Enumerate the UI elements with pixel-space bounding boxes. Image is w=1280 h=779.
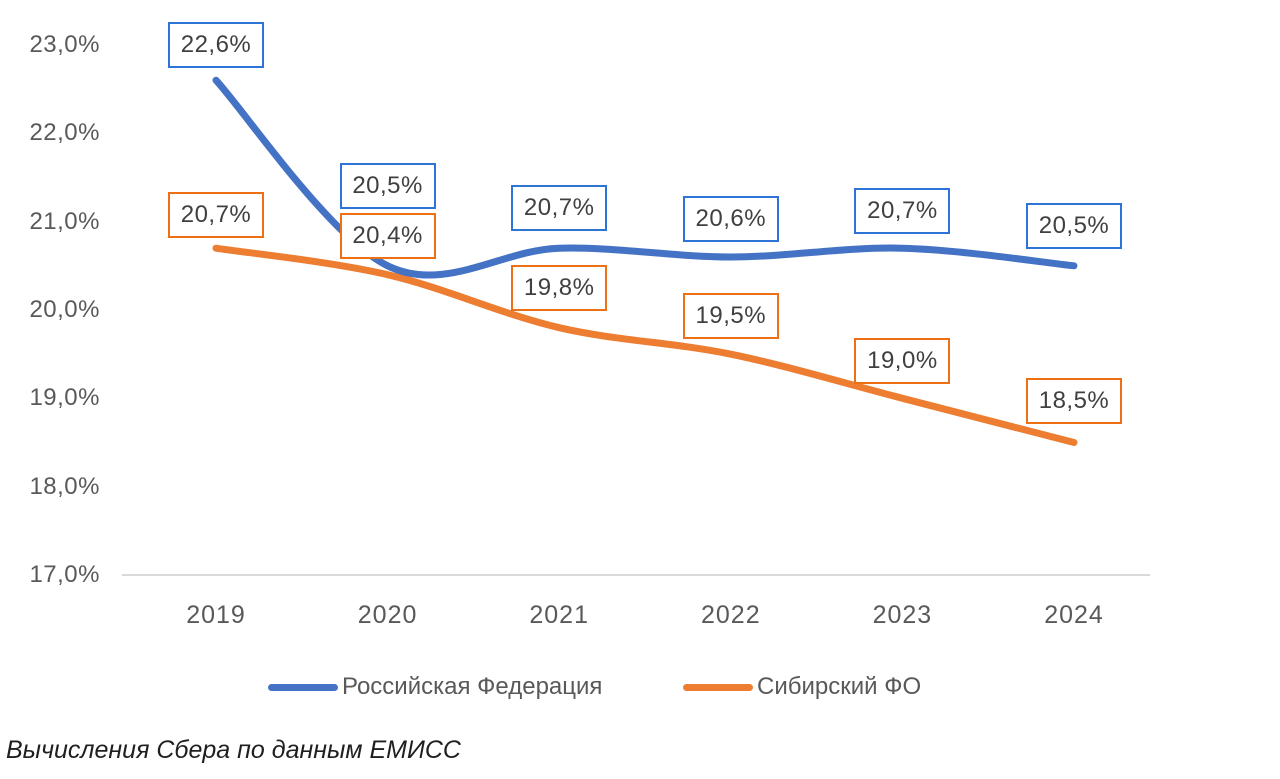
legend-line-marker-sfo	[683, 683, 753, 691]
legend-item-rf: Российская Федерация	[268, 671, 602, 703]
data-label-rf-2024: 20,5%	[1026, 202, 1122, 249]
series-line-sfo	[212, 244, 1078, 446]
y-tick-label: 18,0%	[29, 472, 100, 500]
data-label-sfo-2019: 20,7%	[168, 192, 264, 239]
legend-line-marker-rf	[268, 683, 338, 691]
legend-item-sfo: Сибирский ФО	[683, 671, 921, 703]
x-tick-label: 2022	[700, 601, 761, 629]
y-tick-label: 23,0%	[29, 31, 100, 58]
legend-label: Российская Федерация	[342, 673, 603, 700]
data-label-sfo-2024: 18,5%	[1026, 377, 1122, 424]
x-tick-label: 2024	[1044, 601, 1104, 629]
x-tick-label: 2020	[357, 601, 418, 629]
data-label-sfo-2022: 19,5%	[682, 293, 779, 340]
chart-source-note: Вычисления Сбера по данным ЕМИСС	[6, 736, 461, 764]
data-label-rf-2022: 20,6%	[682, 196, 779, 242]
data-label-rf-2020: 20,5%	[339, 162, 436, 209]
data-label-rf-2023: 20,7%	[854, 188, 951, 235]
data-label-sfo-2020: 20,4%	[339, 212, 436, 259]
data-label-rf-2019: 22,6%	[168, 22, 264, 69]
data-label-sfo-2023: 19,0%	[854, 338, 951, 385]
legend-label: Сибирский ФО	[757, 673, 922, 700]
x-tick-label: 2019	[186, 601, 246, 629]
x-tick-label: 2021	[529, 601, 589, 629]
y-tick-label: 17,0%	[29, 561, 100, 588]
y-tick-label: 22,0%	[29, 119, 100, 147]
data-label-rf-2021: 20,7%	[511, 185, 608, 232]
y-tick-label: 19,0%	[29, 384, 100, 412]
y-tick-label: 21,0%	[29, 207, 100, 235]
data-label-sfo-2021: 19,8%	[511, 264, 608, 311]
y-tick-label: 20,0%	[29, 296, 100, 323]
x-tick-label: 2023	[872, 601, 933, 629]
